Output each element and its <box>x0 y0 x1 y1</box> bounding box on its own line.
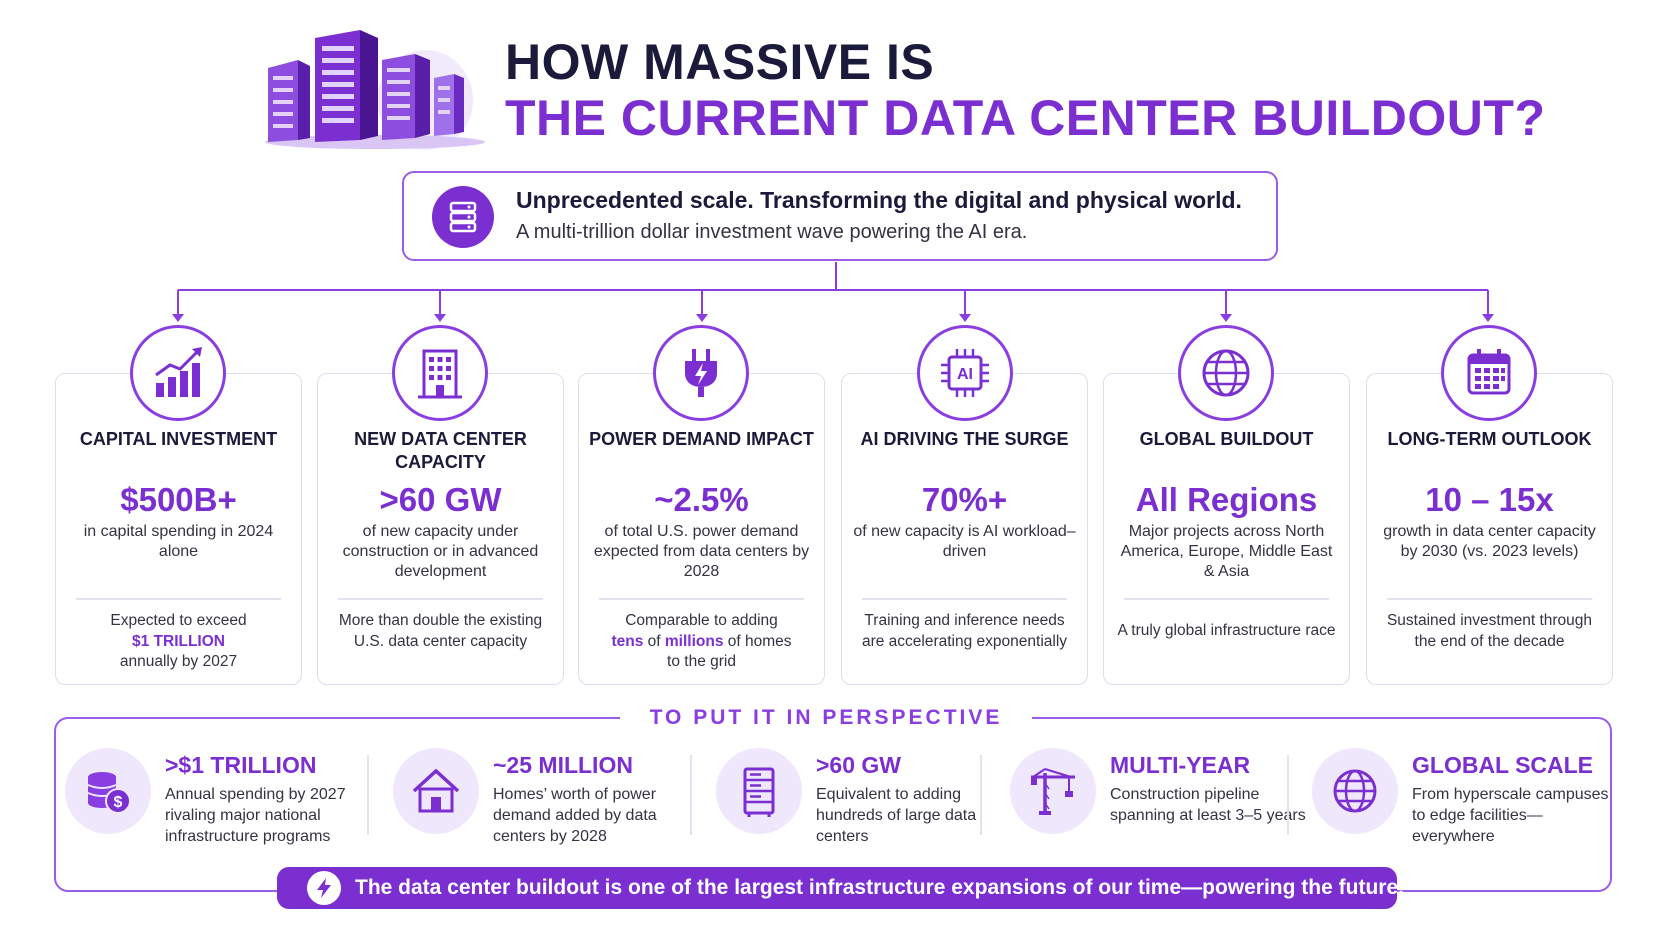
card-title: POWER DEMAND IMPACT <box>589 429 814 449</box>
perspective-divider <box>690 755 692 835</box>
title-line-2: THE CURRENT DATA CENTER BUILDOUT? <box>505 90 1546 146</box>
growth-chart-icon <box>130 325 226 421</box>
card-divider <box>599 598 804 600</box>
page-title: HOW MASSIVE IS THE CURRENT DATA CENTER B… <box>505 34 1546 146</box>
card-power-demand: POWER DEMAND IMPACT ~2.5% of total U.S. … <box>578 373 825 685</box>
conclusion-banner: The data center buildout is one of the l… <box>277 867 1404 909</box>
perspective-divider <box>980 755 982 835</box>
perspective-item-desc: Homes’ worth of power demand added by da… <box>493 786 657 845</box>
globe-icon <box>1178 325 1274 421</box>
svg-text:$: $ <box>114 794 123 811</box>
card-description: Major projects across North America, Eur… <box>1120 523 1333 580</box>
perspective-item-desc: Construction pipeline spanning at least … <box>1110 786 1306 824</box>
card-divider <box>862 598 1067 600</box>
card-value: >60 GW <box>379 481 502 518</box>
card-title: AI DRIVING THE SURGE <box>860 429 1069 449</box>
card-description: in capital spending in 2024 alone <box>83 523 274 560</box>
card-value: ~2.5% <box>654 481 749 518</box>
card-divider <box>76 598 281 600</box>
server-stack-icon <box>432 186 494 248</box>
perspective-item-desc: Equivalent to adding hundreds of large d… <box>816 786 977 845</box>
card-divider <box>338 598 543 600</box>
card-footnote: A truly global infrastructure race <box>1117 622 1336 639</box>
perspective-title: TO PUT IT IN PERSPECTIVE <box>620 706 1032 730</box>
card-new-capacity: NEW DATA CENTER CAPACITY >60 GW of new c… <box>317 373 564 685</box>
ai-chip-icon: AI <box>917 325 1013 421</box>
card-description: of new capacity under construction or in… <box>342 523 539 580</box>
intro-subline: A multi-trillion dollar investment wave … <box>516 221 1028 243</box>
card-value: $500B+ <box>120 481 237 518</box>
server-buildings-illustration <box>250 30 500 155</box>
globe-icon <box>1312 748 1398 834</box>
card-description: of total U.S. power demand expected from… <box>593 523 810 580</box>
title-line-1: HOW MASSIVE IS <box>505 34 935 90</box>
card-footnote: Expected to exceed $1 TRILLION annually … <box>66 611 291 673</box>
perspective-divider <box>1287 755 1289 835</box>
office-building-icon <box>392 325 488 421</box>
footnote-tail: of homes <box>727 632 792 650</box>
perspective-item-desc: Annual spending by 2027 rivaling major n… <box>165 786 346 845</box>
card-footnote: Sustained investment through the end of … <box>1386 612 1593 650</box>
card-capital-investment: CAPITAL INVESTMENT $500B+ in capital spe… <box>55 373 302 685</box>
card-value: 10 – 15x <box>1425 481 1554 518</box>
power-plug-icon <box>653 325 749 421</box>
chip-label: AI <box>957 366 973 383</box>
house-icon <box>393 748 479 834</box>
card-long-term-outlook: LONG-TERM OUTLOOK 10 – 15x growth in dat… <box>1366 373 1613 685</box>
card-footnote: Training and inference needs are acceler… <box>861 612 1068 650</box>
card-divider <box>1387 598 1592 600</box>
construction-crane-icon <box>1010 748 1096 834</box>
card-description: growth in data center capacity by 2030 (… <box>1383 523 1596 560</box>
lightning-icon <box>307 871 341 905</box>
calendar-icon <box>1441 325 1537 421</box>
conclusion-text: The data center buildout is one of the l… <box>355 876 1404 899</box>
perspective-item-title: MULTI-YEAR <box>1110 752 1251 778</box>
perspective-item-title: >$1 TRILLION <box>165 752 317 778</box>
intro-headline: Unprecedented scale. Transforming the di… <box>516 187 1242 213</box>
card-description: of new capacity is AI workload–driven <box>853 523 1076 560</box>
card-global-buildout: GLOBAL BUILDOUT All Regions Major projec… <box>1103 373 1350 685</box>
card-value: All Regions <box>1135 481 1318 518</box>
card-footnote: More than double the existing U.S. data … <box>338 612 543 650</box>
perspective-item-title: >60 GW <box>816 752 902 778</box>
perspective-item-desc: From hyperscale campuses to edge facilit… <box>1412 786 1609 845</box>
coin-stack-icon: $ <box>65 748 151 834</box>
card-value: 70%+ <box>921 481 1008 518</box>
server-rack-icon <box>716 748 802 834</box>
intro-box: Unprecedented scale. Transforming the di… <box>402 171 1278 261</box>
card-title: CAPITAL INVESTMENT <box>79 429 278 449</box>
card-title: LONG-TERM OUTLOOK <box>1387 429 1592 449</box>
card-ai-surge: AI DRIVING THE SURGE 70%+ of new capacit… <box>841 373 1088 685</box>
perspective-divider <box>367 755 369 835</box>
footnote-highlight: $1 TRILLION <box>131 632 225 650</box>
card-footnote: Comparable to adding tens of millions of… <box>611 612 792 670</box>
card-divider <box>1124 598 1329 600</box>
card-title: NEW DATA CENTER CAPACITY <box>354 429 527 472</box>
card-title: GLOBAL BUILDOUT <box>1139 429 1314 449</box>
perspective-item-title: ~25 MILLION <box>493 752 633 778</box>
perspective-item-title: GLOBAL SCALE <box>1412 752 1594 778</box>
